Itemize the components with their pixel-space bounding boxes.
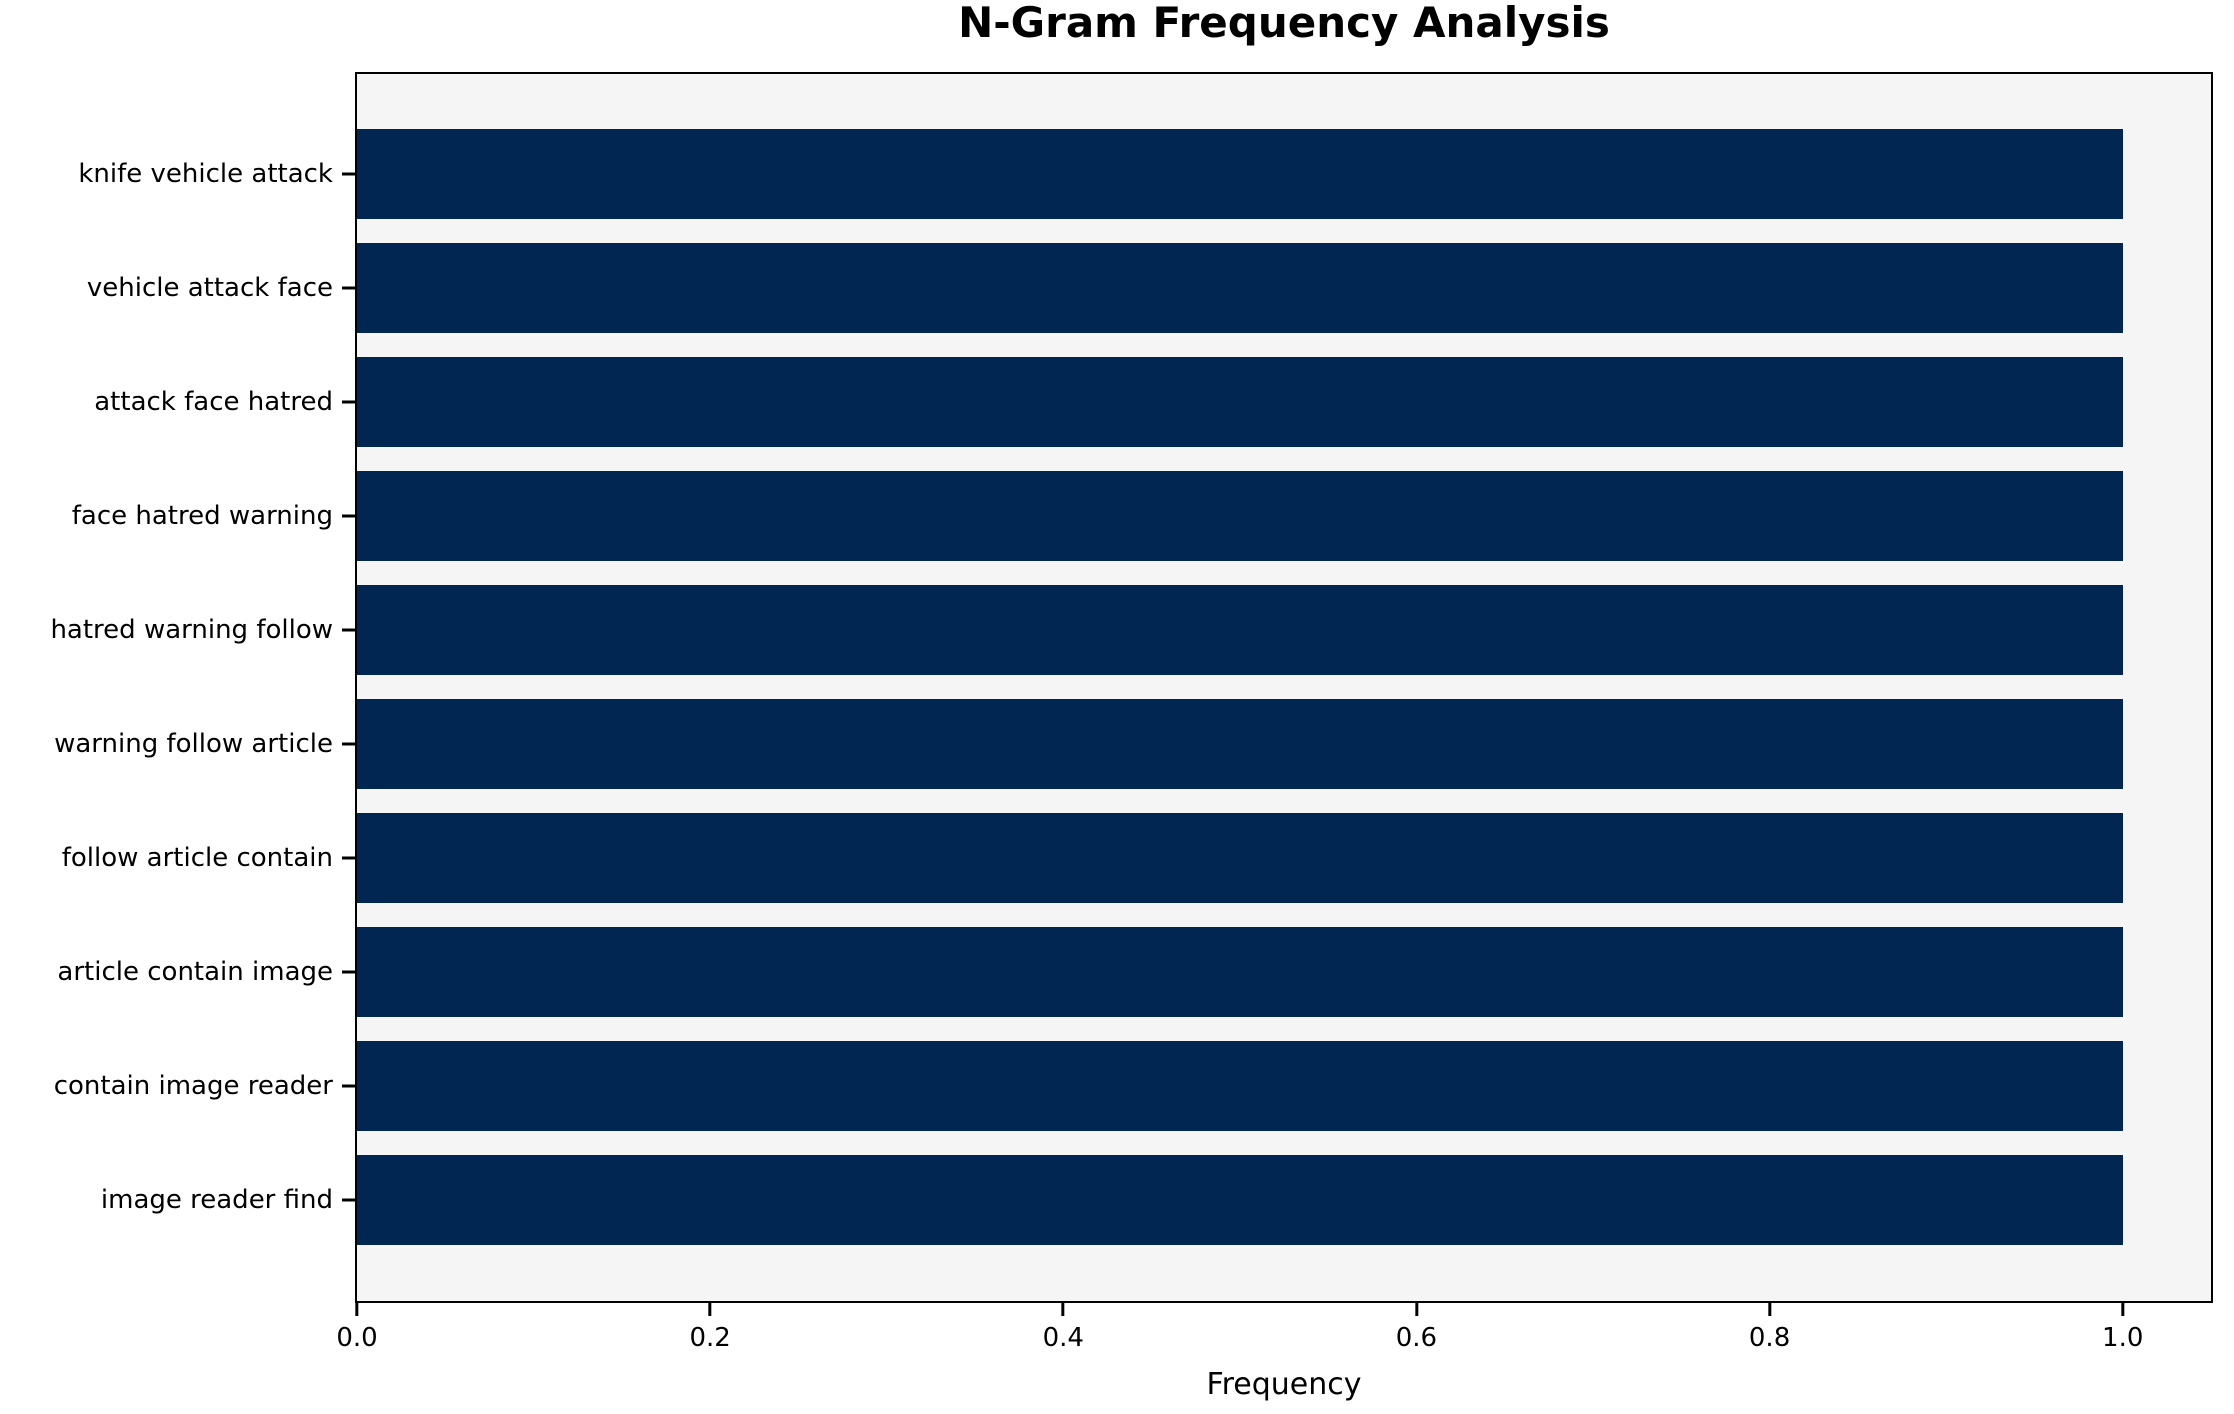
- y-tick-label: face hatred warning: [71, 501, 333, 531]
- x-tick-label: 0.0: [336, 1323, 378, 1353]
- bar-row: image reader find: [101, 1155, 2211, 1245]
- bar: [357, 1155, 2123, 1245]
- bar-row: face hatred warning: [72, 471, 2211, 561]
- x-tick-mark: [708, 1303, 712, 1316]
- y-tick-label: vehicle attack face: [86, 273, 333, 303]
- x-tick-mark: [1061, 1303, 1065, 1316]
- y-tick: [342, 628, 355, 632]
- x-tick: 0.0: [336, 1303, 378, 1353]
- bar: [357, 243, 2123, 333]
- bar-row: knife vehicle attack: [78, 129, 2211, 219]
- bar: [357, 129, 2123, 219]
- bar-row: attack face hatred: [94, 357, 2211, 447]
- y-tick-label: warning follow article: [54, 729, 333, 759]
- bar-row: article contain image: [57, 927, 2211, 1017]
- bar: [357, 1041, 2123, 1131]
- x-tick-label: 0.2: [689, 1323, 731, 1353]
- x-tick: 0.8: [1749, 1303, 1790, 1351]
- y-tick: [342, 1198, 355, 1202]
- bar: [357, 471, 2123, 561]
- y-tick-label: hatred warning follow: [50, 615, 333, 645]
- bar-row: vehicle attack face: [87, 243, 2211, 333]
- bars-group: knife vehicle attack vehicle attack face a…: [50, 74, 2211, 1301]
- y-tick-label: knife vehicle attack: [78, 159, 333, 189]
- y-tick: [342, 514, 355, 518]
- x-tick: 0.2: [689, 1303, 731, 1353]
- y-tick: [342, 286, 355, 290]
- y-tick-label: article contain image: [57, 957, 333, 987]
- y-tick-label: attack face hatred: [94, 387, 333, 417]
- bar-row: follow article contain: [62, 813, 2211, 903]
- y-tick-label: contain image reader: [53, 1071, 333, 1101]
- x-tick-mark: [1414, 1303, 1418, 1316]
- y-tick: [342, 856, 355, 860]
- y-tick-label: image reader find: [100, 1185, 333, 1215]
- bar: [357, 357, 2123, 447]
- x-tick-mark: [2121, 1303, 2125, 1316]
- y-tick: [342, 172, 355, 176]
- plot-area: knife vehicle attack vehicle attack face a…: [50, 72, 2213, 1351]
- bar-row: warning follow article: [54, 699, 2211, 789]
- bar-row: hatred warning follow: [50, 585, 2211, 675]
- x-axis-label: Frequency: [1206, 1367, 1362, 1402]
- bar: [357, 927, 2123, 1017]
- x-tick-mark: [1768, 1303, 1772, 1316]
- bar: [357, 813, 2123, 903]
- x-tick-mark: [355, 1303, 359, 1316]
- x-tick: 1.0: [2102, 1303, 2143, 1351]
- chart-title: N-Gram Frequency Analysis: [958, 0, 1610, 47]
- y-tick: [342, 970, 355, 974]
- x-tick: 0.4: [1043, 1303, 1084, 1351]
- bar: [357, 699, 2123, 789]
- y-tick: [342, 1084, 355, 1088]
- bar: [357, 585, 2123, 675]
- x-tick: 0.6: [1396, 1303, 1437, 1351]
- x-tick-label: 0.6: [1395, 1323, 1438, 1353]
- y-tick: [342, 400, 355, 404]
- y-tick: [342, 742, 355, 746]
- bar-row: contain image reader: [54, 1041, 2211, 1131]
- y-tick-label: follow article contain: [61, 843, 333, 873]
- x-tick-label: 0.4: [1042, 1323, 1084, 1353]
- x-tick-label: 1.0: [2102, 1323, 2144, 1353]
- x-tick-label: 0.8: [1748, 1323, 1791, 1353]
